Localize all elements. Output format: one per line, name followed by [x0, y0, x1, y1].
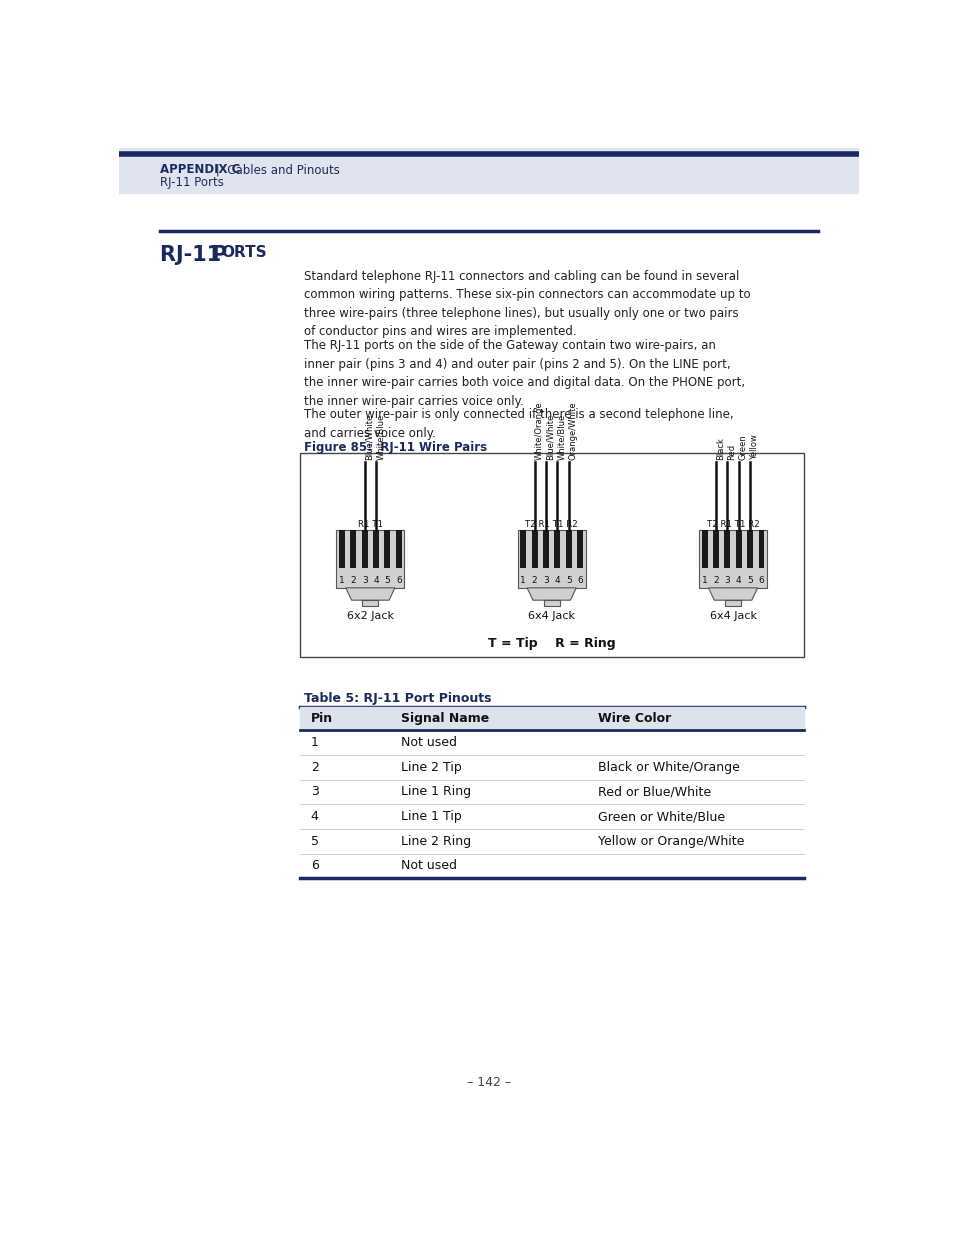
Text: Yellow or Orange/White: Yellow or Orange/White [598, 835, 743, 847]
Text: – 142 –: – 142 – [466, 1076, 511, 1089]
Text: 1: 1 [520, 577, 526, 585]
Text: 4: 4 [735, 577, 740, 585]
Text: 4: 4 [373, 577, 378, 585]
Text: P: P [212, 246, 227, 266]
Bar [554, 530, 559, 568]
Bar [361, 530, 367, 568]
Text: RJ-11 Ports: RJ-11 Ports [159, 177, 223, 189]
Text: White/Blue: White/Blue [375, 414, 385, 461]
Polygon shape [345, 588, 395, 600]
Polygon shape [527, 588, 576, 600]
Text: Wire Color: Wire Color [598, 713, 671, 725]
Bar [699, 530, 766, 588]
Bar [373, 530, 378, 568]
Text: 2: 2 [713, 577, 718, 585]
Text: Yellow: Yellow [749, 435, 759, 461]
Text: RJ-11: RJ-11 [159, 246, 228, 266]
Text: 6x4 Jack: 6x4 Jack [528, 611, 575, 621]
Bar [350, 530, 355, 568]
Text: Green: Green [738, 435, 747, 461]
Text: The RJ-11 ports on the side of the Gateway contain two wire-pairs, an
inner pair: The RJ-11 ports on the side of the Gatew… [303, 340, 744, 408]
Text: Not used: Not used [400, 736, 456, 750]
Text: 5: 5 [746, 577, 752, 585]
Bar [119, 148, 858, 193]
Text: 3: 3 [361, 577, 367, 585]
Bar [517, 530, 585, 588]
Text: 2: 2 [311, 761, 318, 774]
Text: Orange/White: Orange/White [568, 401, 578, 461]
Text: Signal Name: Signal Name [400, 713, 488, 725]
Text: 1: 1 [338, 577, 344, 585]
Bar [746, 530, 752, 568]
Bar [565, 530, 571, 568]
Polygon shape [708, 588, 757, 600]
Text: Table 5: RJ-11 Port Pinouts: Table 5: RJ-11 Port Pinouts [303, 692, 491, 705]
Text: 5: 5 [311, 835, 318, 847]
Text: Black or White/Orange: Black or White/Orange [598, 761, 740, 774]
Text: R1 T1: R1 T1 [357, 520, 382, 529]
Text: Line 1 Tip: Line 1 Tip [400, 810, 461, 823]
Text: 2: 2 [531, 577, 537, 585]
Text: Green or White/Blue: Green or White/Blue [598, 810, 724, 823]
Bar [724, 600, 740, 606]
Bar [299, 708, 802, 730]
Text: Line 2 Ring: Line 2 Ring [400, 835, 470, 847]
Text: T = Tip    R = Ring: T = Tip R = Ring [487, 637, 615, 650]
Bar [701, 530, 707, 568]
Text: Red: Red [726, 443, 736, 461]
Text: 6: 6 [758, 577, 763, 585]
Text: 3: 3 [542, 577, 548, 585]
Text: Line 2 Tip: Line 2 Tip [400, 761, 461, 774]
Text: 4: 4 [554, 577, 559, 585]
Bar [543, 600, 559, 606]
Bar [519, 530, 526, 568]
Text: The outer wire-pair is only connected if there is a second telephone line,
and c: The outer wire-pair is only connected if… [303, 409, 733, 440]
Text: 6: 6 [311, 860, 318, 872]
Text: 2: 2 [350, 577, 355, 585]
Text: T2 R1 T1 R2: T2 R1 T1 R2 [706, 520, 759, 529]
Text: 6x2 Jack: 6x2 Jack [347, 611, 394, 621]
Text: 1: 1 [311, 736, 318, 750]
Text: Standard telephone RJ-11 connectors and cabling can be found in several
common w: Standard telephone RJ-11 connectors and … [303, 270, 750, 338]
Bar [335, 530, 404, 588]
Text: Pin: Pin [311, 713, 333, 725]
Text: Blue/White: Blue/White [364, 414, 374, 461]
Text: Line 1 Ring: Line 1 Ring [400, 785, 470, 798]
Bar [362, 600, 377, 606]
Text: T2 R1 T1 R2: T2 R1 T1 R2 [525, 520, 578, 529]
Text: 6: 6 [395, 577, 401, 585]
Bar [299, 453, 802, 657]
Bar [542, 530, 548, 568]
Text: 6x4 Jack: 6x4 Jack [709, 611, 756, 621]
Bar [735, 530, 740, 568]
Text: 3: 3 [311, 785, 318, 798]
Text: 1: 1 [701, 577, 707, 585]
Bar [712, 530, 719, 568]
Bar [395, 530, 401, 568]
Text: APPENDIX C: APPENDIX C [159, 163, 239, 177]
Text: 3: 3 [723, 577, 729, 585]
Bar [758, 530, 763, 568]
Text: 5: 5 [384, 577, 390, 585]
Text: Red or Blue/White: Red or Blue/White [598, 785, 711, 798]
Text: Not used: Not used [400, 860, 456, 872]
Text: White/Orange: White/Orange [534, 401, 543, 461]
Text: White/Blue: White/Blue [557, 414, 566, 461]
Bar [338, 530, 344, 568]
Text: 5: 5 [565, 577, 571, 585]
Bar [531, 530, 537, 568]
Text: |  Cables and Pinouts: | Cables and Pinouts [212, 163, 340, 177]
Bar [384, 530, 390, 568]
Text: 6: 6 [577, 577, 582, 585]
Text: ORTS: ORTS [221, 246, 267, 261]
Text: Black: Black [716, 437, 724, 461]
Bar [723, 530, 729, 568]
Text: Figure 85:  RJ-11 Wire Pairs: Figure 85: RJ-11 Wire Pairs [303, 441, 486, 453]
Text: 4: 4 [311, 810, 318, 823]
Bar [577, 530, 582, 568]
Text: Blue/White: Blue/White [545, 414, 555, 461]
